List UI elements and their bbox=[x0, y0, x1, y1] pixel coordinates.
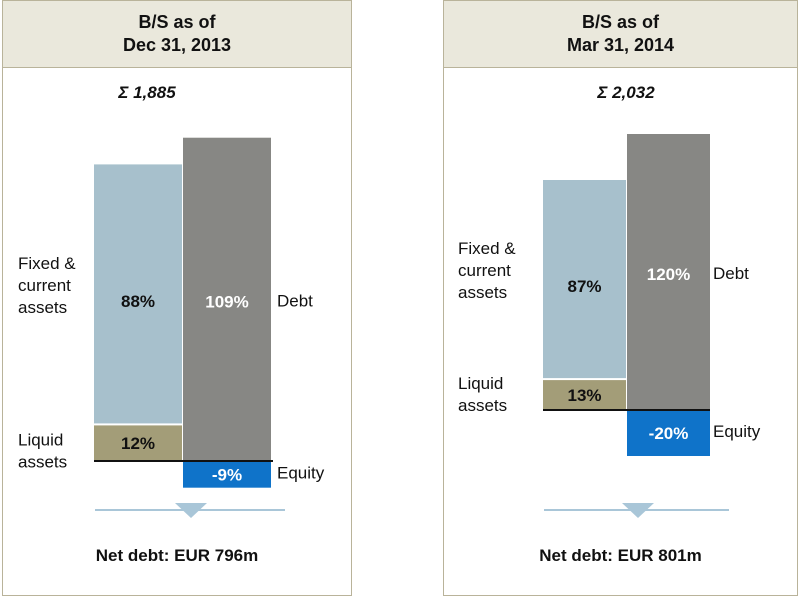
fixed-current-assets-bar bbox=[94, 164, 182, 424]
panel-header: B/S as of Dec 31, 2013 bbox=[3, 1, 351, 68]
liquid-assets-bar bbox=[94, 425, 182, 461]
fixed-assets-value-label: 88% bbox=[121, 292, 155, 311]
panel-title-line1: B/S as of bbox=[138, 12, 216, 32]
total-sum-label: Σ 2,032 bbox=[596, 83, 655, 102]
net-debt-label: Net debt: EUR 801m bbox=[539, 546, 702, 565]
panel-title-line2: Mar 31, 2014 bbox=[566, 35, 675, 55]
net-debt-label: Net debt: EUR 796m bbox=[95, 546, 259, 565]
liquid-assets-label: assets bbox=[458, 396, 507, 415]
liquid-assets-value-label: 12% bbox=[121, 434, 155, 453]
debt-label: Debt bbox=[713, 264, 749, 283]
fixed-assets-label: Fixed & bbox=[458, 239, 516, 258]
fixed-assets-value-label: 87% bbox=[567, 277, 601, 296]
panel-header: B/S as of Mar 31, 2014 bbox=[444, 1, 797, 68]
fixed-current-assets-bar bbox=[543, 180, 626, 379]
equity-label: Equity bbox=[713, 422, 761, 441]
fixed-assets-label: assets bbox=[458, 283, 507, 302]
debt-bar bbox=[183, 137, 271, 461]
equity-bar bbox=[627, 410, 710, 456]
equity-value-label: -9% bbox=[212, 465, 242, 484]
liquid-assets-label: Liquid bbox=[18, 430, 63, 449]
equity-bar bbox=[183, 461, 271, 488]
debt-bar bbox=[627, 134, 710, 410]
balance-sheet-panel-2014: B/S as of Mar 31, 2014 Σ 2,032 87% 13% 120%… bbox=[443, 0, 798, 596]
down-arrow-icon bbox=[622, 503, 654, 518]
debt-value-label: 120% bbox=[647, 265, 690, 284]
total-sum-label: Σ 1,885 bbox=[117, 83, 176, 102]
equity-label: Equity bbox=[277, 463, 325, 482]
debt-value-label: 109% bbox=[205, 292, 248, 311]
fixed-assets-label: assets bbox=[18, 298, 67, 317]
panel-title-line2: Dec 31, 2013 bbox=[122, 35, 232, 55]
liquid-assets-value-label: 13% bbox=[567, 386, 601, 405]
balance-sheet-chart-2014: Σ 2,032 87% 13% 120% -20% Fixed & current asset… bbox=[458, 83, 761, 518]
debt-label: Debt bbox=[277, 291, 313, 310]
equity-value-label: -20% bbox=[649, 424, 689, 443]
balance-sheet-panel-2013: B/S as of Dec 31, 2013 Σ 1,885 88% 12% 109%… bbox=[2, 0, 352, 596]
fixed-assets-label: Fixed & bbox=[18, 254, 76, 273]
fixed-assets-label: current bbox=[18, 276, 71, 295]
balance-sheet-chart-2013: Σ 1,885 88% 12% 109% -9% Fixed & current assets… bbox=[18, 83, 325, 518]
liquid-assets-label: assets bbox=[18, 452, 67, 471]
panel-title-line1: B/S as of bbox=[581, 12, 660, 32]
fixed-assets-label: current bbox=[458, 261, 511, 280]
down-arrow-icon bbox=[175, 503, 207, 518]
liquid-assets-label: Liquid bbox=[458, 374, 503, 393]
liquid-assets-bar bbox=[543, 380, 626, 410]
